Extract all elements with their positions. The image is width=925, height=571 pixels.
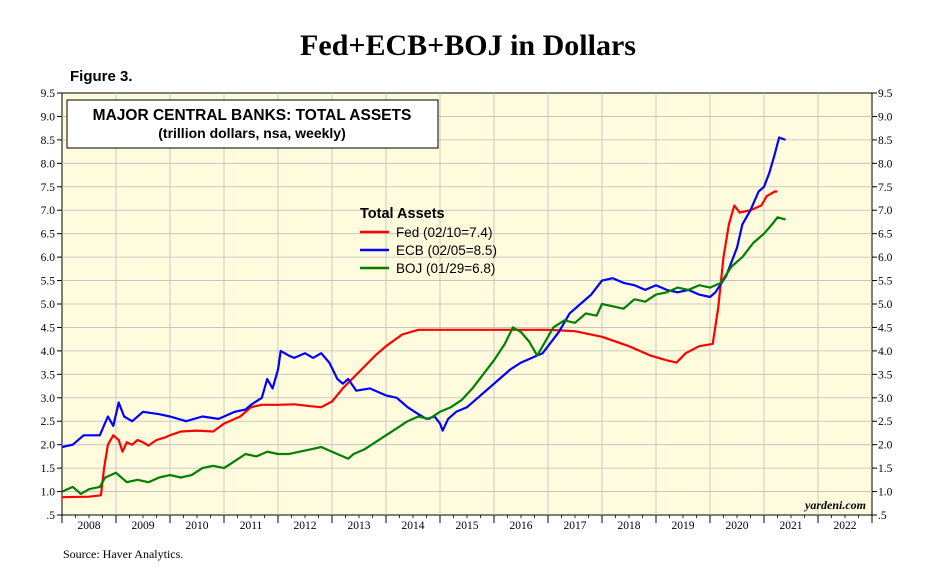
x-tick-label: 2009: [132, 520, 155, 532]
y-tick-label-right: .5: [878, 510, 887, 522]
legend: Total Assets Fed (02/10=7.4) ECB (02/05=…: [360, 206, 497, 276]
y-tick-label-left: 7.5: [41, 182, 56, 194]
box-subtitle: (trillion dollars, nsa, weekly): [158, 125, 346, 141]
x-tick-label: 2019: [672, 520, 695, 532]
x-tick-label: 2018: [618, 520, 641, 532]
y-tick-label-right: 8.0: [878, 158, 893, 170]
y-tick-label-left: 5.0: [41, 299, 56, 311]
legend-label-fed: Fed (02/10=7.4): [396, 225, 492, 240]
y-tick-label-left: 9.5: [41, 88, 56, 100]
x-tick-label: 2011: [240, 520, 263, 532]
y-tick-label-left: 9.0: [41, 111, 56, 123]
chart-title: Fed+ECB+BOJ in Dollars: [300, 29, 636, 62]
y-tick-label-left: 2.0: [41, 440, 56, 452]
y-tick-label-left: 2.5: [41, 416, 56, 428]
watermark: yardeni.com: [803, 498, 866, 512]
y-tick-label-right: 6.5: [878, 229, 893, 241]
y-tick-label-left: 6.5: [41, 229, 56, 241]
legend-title: Total Assets: [360, 206, 445, 222]
y-tick-label-right: 9.5: [878, 88, 893, 100]
y-tick-label-left: 4.0: [41, 346, 56, 358]
y-tick-label-right: 9.0: [878, 111, 893, 123]
y-tick-label-left: 7.0: [41, 205, 56, 217]
y-tick-label-left: 3.0: [41, 393, 56, 405]
y-tick-label-right: 7.5: [878, 182, 893, 194]
y-tick-label-right: 3.5: [878, 369, 893, 381]
x-tick-label: 2016: [510, 520, 533, 532]
y-tick-label-right: 4.5: [878, 322, 893, 334]
x-tick-label: 2010: [186, 520, 209, 532]
y-tick-label-left: 1.5: [41, 463, 56, 475]
source-note: Source: Haver Analytics.: [63, 547, 183, 561]
y-axis-right: .5 1.0 1.5 2.0 2.5 3.0 3.5 4.0 4.5 5.0 5.5 6.0 6.5 7.…: [872, 88, 893, 522]
box-title: MAJOR CENTRAL BANKS: TOTAL ASSETS: [93, 107, 412, 124]
y-tick-label-left: 5.5: [41, 276, 56, 288]
y-tick-label-right: 7.0: [878, 205, 893, 217]
x-gridlines: [115, 93, 819, 515]
figure-label: Figure 3.: [70, 68, 133, 85]
y-tick-label-left: 6.0: [41, 252, 56, 264]
x-tick-label: 2014: [402, 520, 425, 532]
series-line-fed: [61, 190, 778, 499]
x-tick-label: 2020: [726, 520, 749, 532]
x-tick-label: 2015: [456, 520, 479, 532]
x-tick-label: 2017: [564, 520, 587, 532]
y-tick-label-left: 4.5: [41, 322, 56, 334]
x-tick-label: 2022: [834, 520, 857, 532]
title-box: [66, 99, 439, 149]
y-tick-label-right: 6.0: [878, 252, 893, 264]
x-tick-label: 2021: [780, 520, 803, 532]
y-tick-label-right: 2.0: [878, 440, 893, 452]
legend-label-ecb: ECB (02/05=8.5): [396, 243, 497, 258]
y-tick-label-right: 3.0: [878, 393, 893, 405]
x-tick-label: 2008: [78, 520, 101, 532]
x-tick-label: 2013: [348, 520, 371, 532]
legend-label-boj: BOJ (01/29=6.8): [396, 261, 495, 276]
y-tick-label-right: 8.5: [878, 135, 893, 147]
y-tick-label-right: 4.0: [878, 346, 893, 358]
y-tick-label-left: 1.0: [41, 487, 56, 499]
y-tick-label-left: 3.5: [41, 369, 56, 381]
y-tick-label-right: 2.5: [878, 416, 893, 428]
y-tick-label-left: .5: [46, 510, 55, 522]
y-tick-label-left: 8.5: [41, 135, 56, 147]
y-gridlines: [62, 116, 872, 492]
x-tick-label: 2012: [294, 520, 317, 532]
y-tick-label-right: 5.5: [878, 276, 893, 288]
y-tick-label-right: 1.5: [878, 463, 893, 475]
y-tick-label-right: 1.0: [878, 487, 893, 499]
series-line-boj: [61, 216, 786, 495]
x-axis: 2008 2009 2010 2011 2012 2013 2014 2015 2016 2017…: [61, 515, 873, 532]
y-tick-label-left: 8.0: [41, 158, 56, 170]
series-lines: [61, 136, 786, 499]
y-axis-left: .5 1.0 1.5 2.0 2.5 3.0 3.5 4.0 4.5 5.0 5.5 6.0 6.5 7.…: [41, 88, 62, 522]
y-tick-label-right: 5.0: [878, 299, 893, 311]
